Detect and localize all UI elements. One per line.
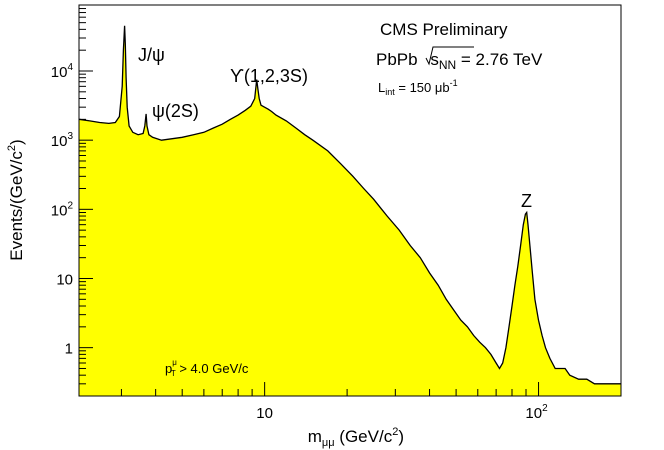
lumi-sub: int xyxy=(385,87,395,97)
sqrt-symbol xyxy=(425,46,474,66)
x-axis-title-main: m xyxy=(308,427,322,446)
y-tick-label: 102 xyxy=(51,200,74,219)
y-tick-label: 104 xyxy=(51,62,74,81)
spectrum-line xyxy=(78,25,621,385)
spectrum-area xyxy=(79,25,621,397)
x-tick-label-exp: 2 xyxy=(542,403,548,414)
y-tick-label-base: 10 xyxy=(51,64,68,81)
x-tick-label-base: 10 xyxy=(256,405,273,422)
x-axis-title-unit: (GeV/c xyxy=(335,427,393,446)
annotation-psi2s: ψ(2S) xyxy=(152,101,199,121)
pt-cut-label: pμ T > 4.0 GeV/c xyxy=(165,358,249,378)
x-axis-title-sup: 2 xyxy=(392,426,398,438)
plot-frame xyxy=(78,4,622,397)
lumi-main: L xyxy=(378,80,385,95)
sqrt-s-label: s xyxy=(430,50,439,69)
x-axis-title-sub: μμ xyxy=(322,437,335,449)
x-tick-label: 102 xyxy=(525,403,548,422)
x-tick-label: 10 xyxy=(256,405,273,422)
y-axis-title-sup: 2 xyxy=(6,145,18,151)
sqrt-s-sub: NN xyxy=(439,58,456,72)
y-tick-label: 1 xyxy=(65,341,73,358)
luminosity-label: Lint = 150 μb-1 xyxy=(378,78,458,97)
annotation-upsilon: ϒ(1,2,3S) xyxy=(230,66,308,86)
annotation-z: Z xyxy=(521,191,532,211)
energy-label: = 2.76 TeV xyxy=(456,50,543,69)
y-axis-title: Events/(GeV/c2) xyxy=(6,139,26,260)
y-tick-label: 103 xyxy=(51,131,74,150)
y-tick-label-exp: 2 xyxy=(67,200,73,211)
y-tick-label-exp: 4 xyxy=(67,62,73,73)
annotation-jpsi: J/ψ xyxy=(138,45,165,65)
collision-system-label: PbPb sNN = 2.76 TeV xyxy=(376,50,543,72)
x-tick-label-base: 10 xyxy=(525,405,542,422)
cut-value: > 4.0 GeV/c xyxy=(176,361,249,376)
x-axis-title-close: ) xyxy=(398,427,404,446)
system-prefix: PbPb xyxy=(376,50,422,69)
experiment-label: CMS Preliminary xyxy=(380,20,508,39)
data-layer xyxy=(78,25,621,397)
lumi-value: = 150 μb xyxy=(395,80,450,95)
y-tick-label-exp: 3 xyxy=(67,131,73,142)
cut-sup: μ xyxy=(172,358,177,367)
cut-sub: T xyxy=(171,369,176,378)
y-axis-title-close: ) xyxy=(7,139,26,145)
y-tick-label-base: 10 xyxy=(51,202,68,219)
lumi-sup: -1 xyxy=(450,78,458,88)
y-tick-label-base: 10 xyxy=(51,133,68,150)
y-axis-title-main: Events/(GeV/c xyxy=(7,151,26,261)
cut-main: p xyxy=(165,361,172,376)
y-tick-label: 10 xyxy=(56,271,73,288)
x-axis-title: mμμ (GeV/c2) xyxy=(308,426,404,449)
